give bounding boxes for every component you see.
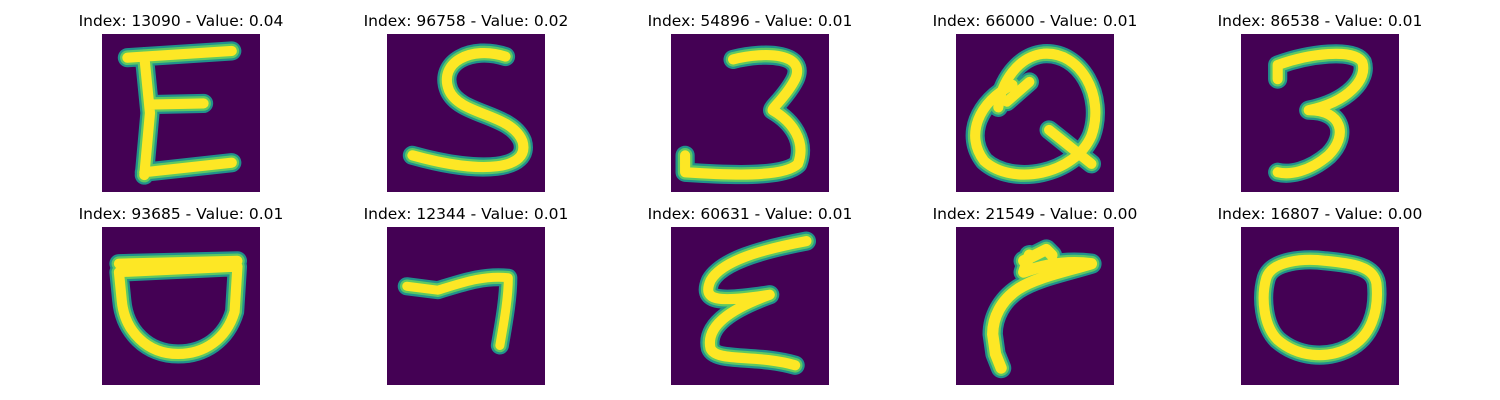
panel-21549: Index: 21549 - Value: 0.00 [915, 205, 1155, 385]
glyph-image [387, 227, 545, 385]
glyph-image [956, 227, 1114, 385]
panel-96758: Index: 96758 - Value: 0.02 [346, 12, 586, 192]
panel-title: Index: 96758 - Value: 0.02 [363, 12, 569, 30]
panel-title: Index: 54896 - Value: 0.01 [647, 12, 853, 30]
score-value: 0.02 [533, 12, 569, 30]
index-value: 13090 [131, 12, 181, 30]
index-value: 21549 [985, 205, 1035, 223]
score-value: 0.00 [1102, 205, 1138, 223]
panel-60631: Index: 60631 - Value: 0.01 [630, 205, 870, 385]
index-value: 60631 [700, 205, 750, 223]
score-value: 0.01 [248, 205, 284, 223]
glyph-image [1241, 227, 1399, 385]
glyph-image [671, 227, 829, 385]
score-value: 0.01 [533, 205, 569, 223]
glyph-image [1241, 34, 1399, 192]
panel-title: Index: 60631 - Value: 0.01 [647, 205, 853, 223]
panel-title: Index: 13090 - Value: 0.04 [78, 12, 284, 30]
index-value: 12344 [416, 205, 466, 223]
glyph-image [671, 34, 829, 192]
index-value: 86538 [1270, 12, 1320, 30]
glyph-image [956, 34, 1114, 192]
score-value: 0.01 [817, 205, 853, 223]
index-value: 93685 [131, 205, 181, 223]
score-value: 0.01 [1102, 12, 1138, 30]
panel-title: Index: 86538 - Value: 0.01 [1217, 12, 1423, 30]
index-value: 54896 [700, 12, 750, 30]
score-value: 0.00 [1387, 205, 1423, 223]
glyph-image [102, 34, 260, 192]
index-value: 16807 [1270, 205, 1320, 223]
panel-12344: Index: 12344 - Value: 0.01 [346, 205, 586, 385]
score-value: 0.01 [1387, 12, 1423, 30]
panel-16807: Index: 16807 - Value: 0.00 [1200, 205, 1440, 385]
panel-66000: Index: 66000 - Value: 0.01 [915, 12, 1155, 192]
panel-13090: Index: 13090 - Value: 0.04 [61, 12, 301, 192]
panel-title: Index: 93685 - Value: 0.01 [78, 205, 284, 223]
panel-93685: Index: 93685 - Value: 0.01 [61, 205, 301, 385]
panel-title: Index: 12344 - Value: 0.01 [363, 205, 569, 223]
glyph-image [102, 227, 260, 385]
panel-86538: Index: 86538 - Value: 0.01 [1200, 12, 1440, 192]
glyph-image [387, 34, 545, 192]
index-value: 96758 [416, 12, 466, 30]
panel-title: Index: 21549 - Value: 0.00 [932, 205, 1138, 223]
panel-title: Index: 66000 - Value: 0.01 [932, 12, 1138, 30]
index-value: 66000 [985, 12, 1035, 30]
panel-title: Index: 16807 - Value: 0.00 [1217, 205, 1423, 223]
score-value: 0.04 [248, 12, 284, 30]
panel-54896: Index: 54896 - Value: 0.01 [630, 12, 870, 192]
score-value: 0.01 [817, 12, 853, 30]
